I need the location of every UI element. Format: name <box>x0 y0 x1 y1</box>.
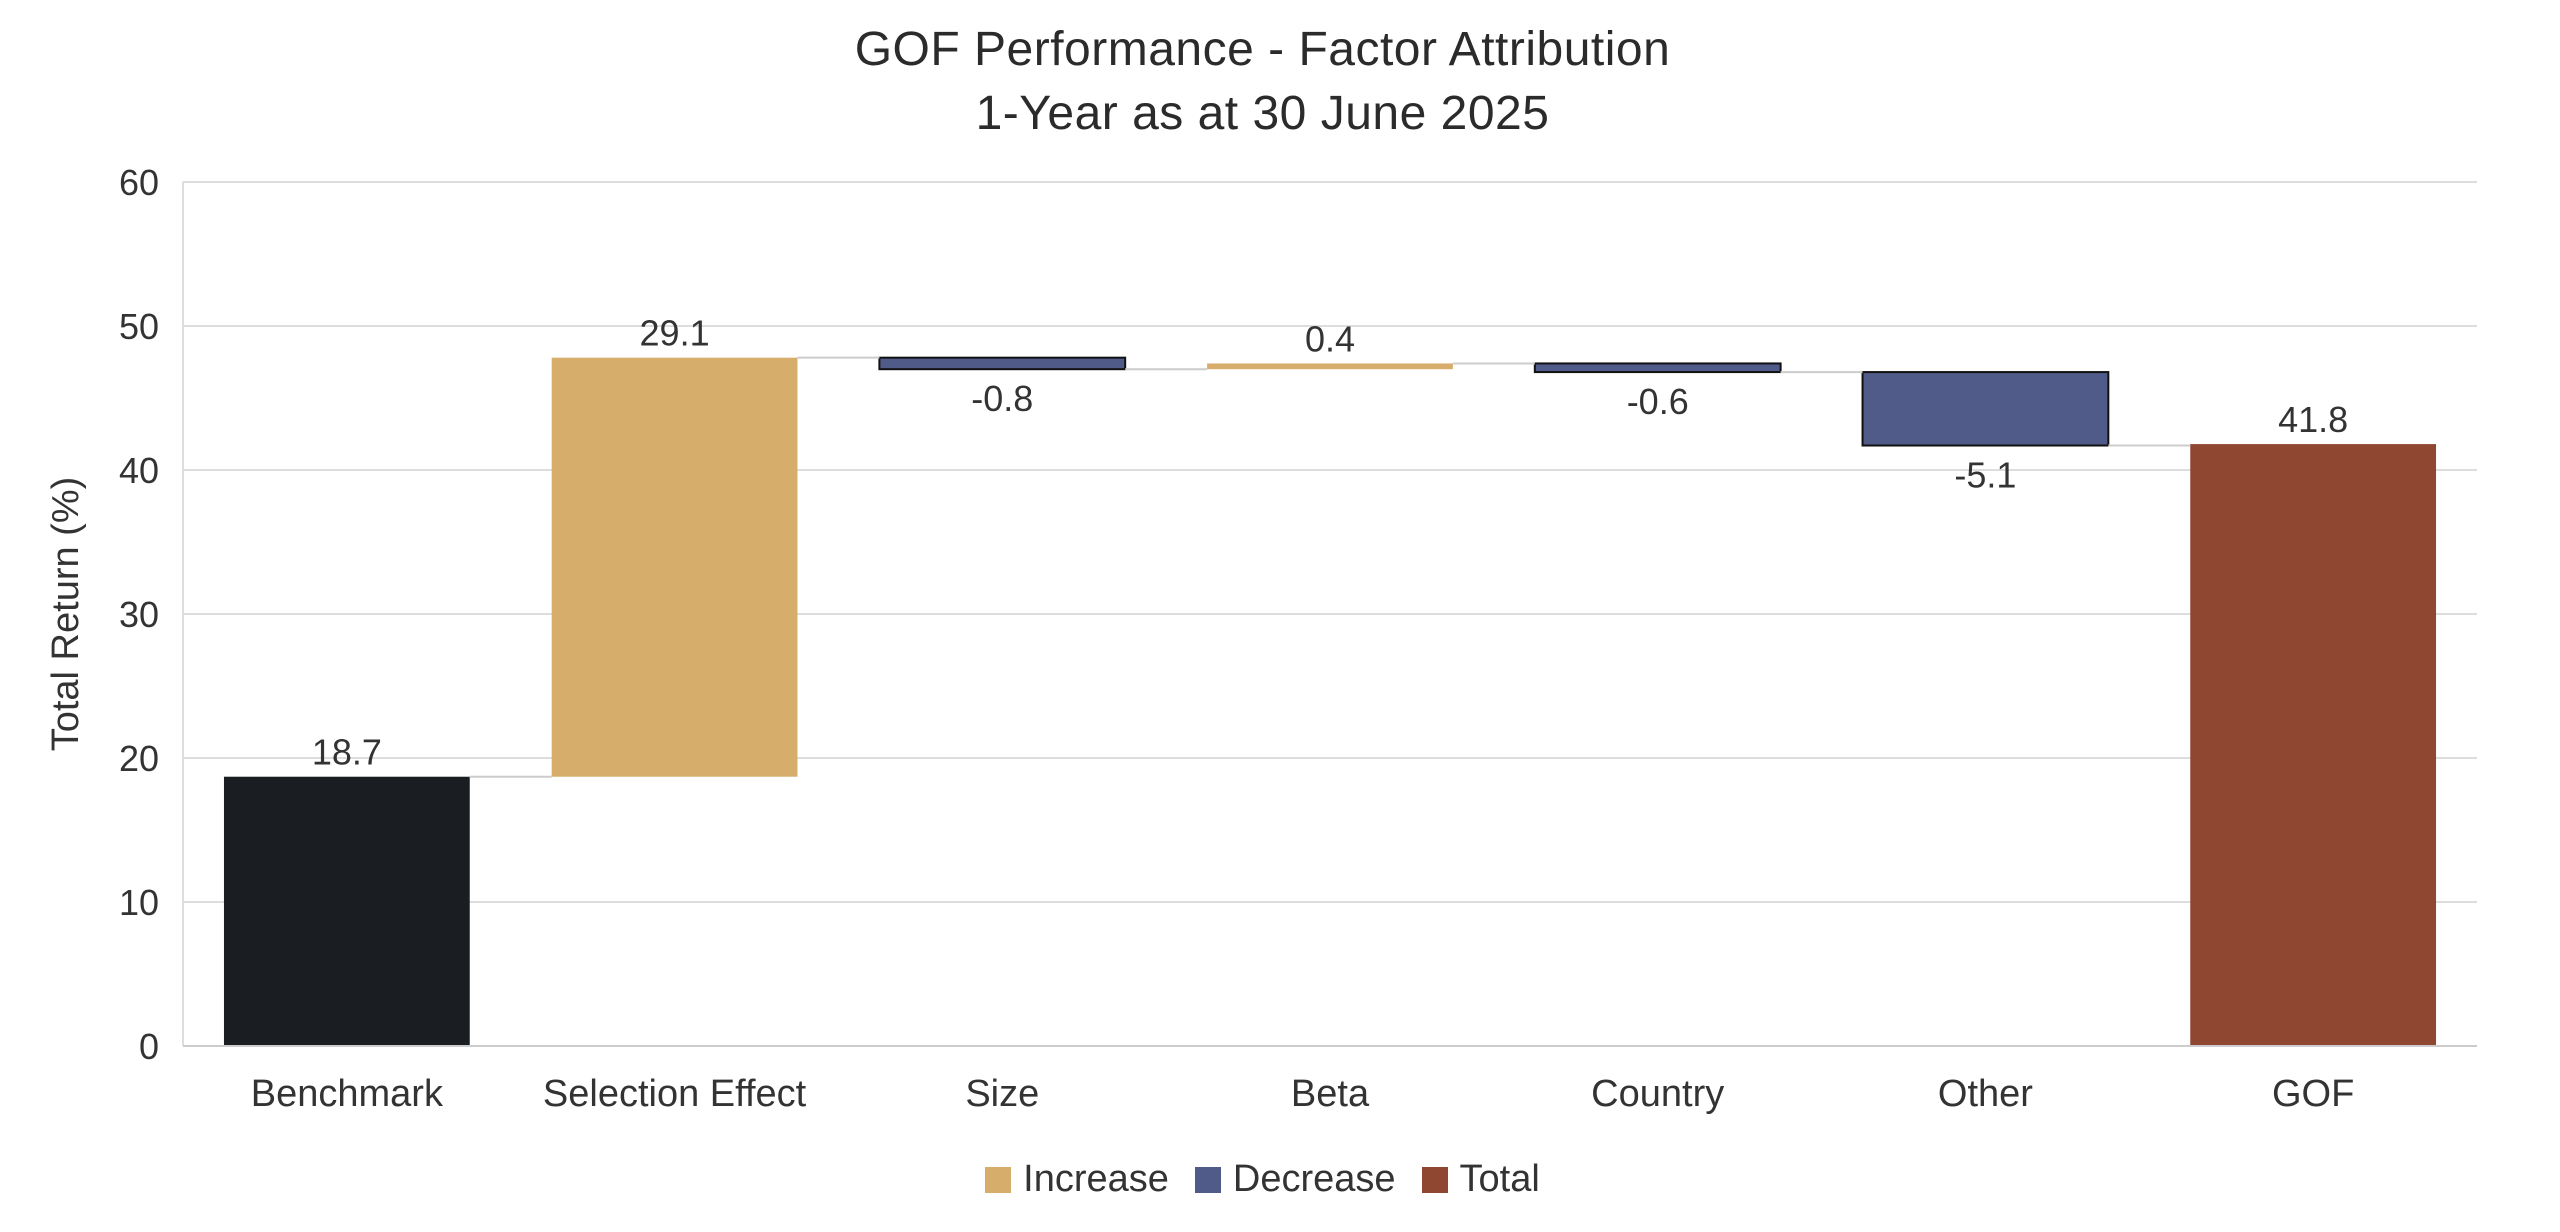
x-tick-label: GOF <box>2272 1073 2354 1115</box>
legend-swatch-increase <box>985 1166 1012 1193</box>
bar-gof <box>2190 444 2437 1047</box>
legend-label-total: Total <box>1459 1158 1540 1200</box>
bar-country <box>1533 362 1782 374</box>
waterfall-chart: 0 10 20 30 40 50 60 Total Return (%) 18.7 Benchma… <box>45 162 2477 1115</box>
data-label: 0.4 <box>1305 318 1355 359</box>
y-tick-label: 30 <box>119 594 159 635</box>
y-tick-label: 10 <box>119 882 159 923</box>
chart-legend: Increase Decrease Total <box>0 1158 2525 1201</box>
y-tick-label: 60 <box>119 162 159 203</box>
x-tick-label: Size <box>965 1073 1039 1115</box>
legend-item-total: Total <box>1421 1158 1540 1201</box>
data-label: -5.1 <box>1954 455 2016 496</box>
chart-title: GOF Performance - Factor Attribution <box>854 23 1671 76</box>
x-tick-label: Country <box>1591 1073 1724 1115</box>
legend-item-increase: Increase <box>985 1158 1169 1201</box>
y-tick-label: 0 <box>139 1026 159 1067</box>
bar-other <box>1861 371 2110 447</box>
data-label: 18.7 <box>312 732 382 773</box>
legend-item-decrease: Decrease <box>1194 1158 1396 1201</box>
chart-subtitle: 1-Year as at 30 June 2025 <box>975 87 1550 140</box>
x-tick-label: Beta <box>1291 1073 1370 1115</box>
x-tick-label: Selection Effect <box>543 1073 807 1115</box>
legend-label-decrease: Decrease <box>1232 1158 1396 1200</box>
bar-benchmark <box>223 776 470 1046</box>
y-tick-label: 50 <box>119 306 159 347</box>
legend-swatch-decrease <box>1194 1166 1221 1193</box>
y-tick-label: 40 <box>119 450 159 491</box>
bar-selection-effect <box>551 357 798 777</box>
data-label: -0.6 <box>1627 381 1689 422</box>
y-axis-label: Total Return (%) <box>45 477 87 752</box>
bar-size <box>878 356 1127 371</box>
legend-swatch-total <box>1421 1166 1448 1193</box>
bar-beta <box>1207 363 1453 370</box>
data-label: 29.1 <box>640 313 710 354</box>
data-label: 41.8 <box>2278 399 2348 440</box>
x-tick-label: Benchmark <box>251 1073 444 1115</box>
y-tick-label: 20 <box>119 738 159 779</box>
x-tick-label: Other <box>1938 1073 2033 1115</box>
data-label: -0.8 <box>971 378 1033 419</box>
legend-label-increase: Increase <box>1023 1158 1169 1200</box>
